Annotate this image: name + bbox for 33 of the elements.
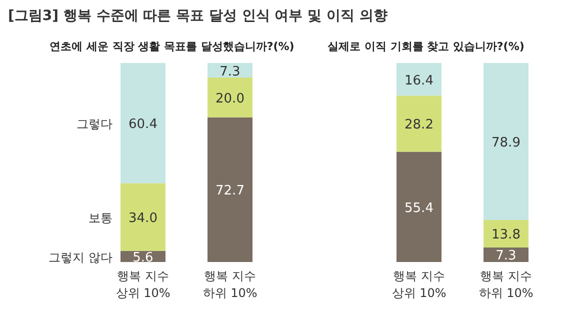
data-label: 34.0 <box>128 211 158 226</box>
x-tick-label: 행복 지수 하위 10% <box>202 269 258 300</box>
data-label: 60.4 <box>128 117 158 132</box>
bar <box>208 117 252 262</box>
bar <box>484 247 528 262</box>
bar <box>484 220 528 248</box>
bar <box>396 63 442 96</box>
data-label: 28.2 <box>404 118 434 133</box>
data-label: 78.9 <box>492 136 520 151</box>
data-label: 16.4 <box>404 73 434 88</box>
bar <box>120 63 166 184</box>
data-label: 20.0 <box>216 91 244 106</box>
data-label: 7.3 <box>220 64 240 80</box>
x-tick-label: 행복 지수 상위 10% <box>116 269 170 300</box>
series-label: 그렇다 <box>76 117 112 132</box>
chart-title: [그림3] 행복 수준에 따른 목표 달성 인식 여부 및 이직 의향 <box>8 8 388 24</box>
series-label: 보통 <box>88 211 112 226</box>
bar <box>208 78 252 118</box>
chart-subtitle: 실제로 이직 기회를 찾고 있습니까?(%) <box>328 40 524 53</box>
bar <box>396 96 442 152</box>
bar <box>484 63 528 220</box>
data-label: 13.8 <box>492 228 520 243</box>
x-tick-label: 행복 지수 상위 10% <box>392 269 446 300</box>
data-label: 72.7 <box>216 184 244 199</box>
data-label: 55.4 <box>404 200 434 216</box>
x-tick-label: 행복 지수 하위 10% <box>478 269 534 300</box>
bar <box>120 183 166 251</box>
series-label: 그렇지 않다 <box>48 250 112 264</box>
data-label: 5.6 <box>132 250 154 266</box>
chart-subtitle: 연초에 세운 직장 생활 목표를 달성했습니까?(%) <box>50 40 294 53</box>
data-label: 7.3 <box>496 248 516 264</box>
bar <box>396 152 442 262</box>
bar <box>208 63 252 78</box>
